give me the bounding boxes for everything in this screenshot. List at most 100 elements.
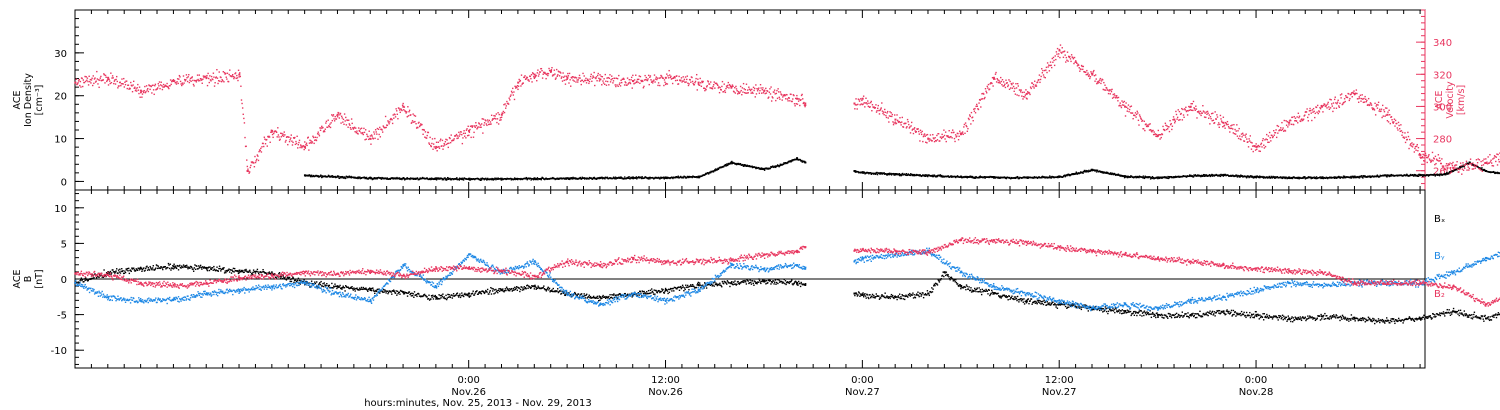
data-point xyxy=(572,79,574,81)
data-point xyxy=(1066,51,1069,53)
data-point xyxy=(1096,81,1099,83)
data-point xyxy=(623,178,625,180)
data-point xyxy=(1360,176,1362,178)
data-point xyxy=(479,179,482,182)
data-point xyxy=(428,142,430,144)
data-point xyxy=(1172,118,1174,121)
data-point xyxy=(1311,109,1314,111)
data-point xyxy=(905,127,908,129)
data-point xyxy=(941,174,943,177)
data-point xyxy=(525,178,527,180)
data-point xyxy=(447,146,449,149)
data-point xyxy=(666,83,669,85)
data-point xyxy=(1493,171,1495,173)
data-point xyxy=(483,177,485,180)
data-point xyxy=(379,126,381,129)
data-point xyxy=(475,122,477,124)
data-point xyxy=(974,176,976,179)
data-point xyxy=(1017,83,1019,85)
data-point xyxy=(1203,175,1206,178)
data-point xyxy=(445,179,447,181)
data-point xyxy=(573,80,575,82)
data-point xyxy=(328,175,331,177)
data-point xyxy=(1033,176,1036,178)
data-point xyxy=(994,73,997,75)
data-point xyxy=(681,81,683,83)
data-point xyxy=(316,174,318,177)
data-point xyxy=(1071,173,1074,176)
data-point xyxy=(996,78,998,80)
data-point xyxy=(117,87,119,89)
data-point xyxy=(614,84,616,86)
data-point xyxy=(1205,111,1208,113)
data-point xyxy=(583,177,585,179)
data-point xyxy=(299,146,301,149)
data-point xyxy=(203,76,205,79)
data-point xyxy=(157,87,159,89)
data-point xyxy=(1263,176,1266,178)
data-point xyxy=(726,86,728,88)
data-point xyxy=(1038,74,1041,76)
data-point xyxy=(649,178,651,180)
data-point xyxy=(445,143,448,146)
data-point xyxy=(507,102,509,105)
data-point xyxy=(422,133,424,136)
data-point xyxy=(1166,128,1169,130)
data-point xyxy=(526,177,528,180)
data-point xyxy=(1120,105,1122,107)
data-point xyxy=(1494,172,1496,175)
data-point xyxy=(1119,102,1121,104)
data-point xyxy=(1032,85,1034,88)
data-point xyxy=(783,95,785,97)
data-point xyxy=(1413,143,1415,145)
data-point xyxy=(439,177,441,179)
data-point xyxy=(1064,175,1066,178)
data-point xyxy=(424,131,427,133)
data-point xyxy=(638,75,640,77)
data-point xyxy=(571,77,573,79)
data-point xyxy=(387,121,390,123)
data-point xyxy=(350,128,352,130)
data-point xyxy=(322,126,324,129)
data-point xyxy=(1203,111,1205,113)
data-point xyxy=(413,114,416,117)
data-point xyxy=(1127,107,1129,110)
data-point xyxy=(759,167,762,170)
data-point xyxy=(250,164,252,167)
data-point xyxy=(1161,133,1164,136)
data-point xyxy=(720,167,722,169)
data-point xyxy=(297,143,300,146)
data-point xyxy=(1444,167,1446,170)
data-point xyxy=(794,105,796,107)
data-point xyxy=(1368,175,1370,177)
data-point xyxy=(107,78,109,81)
data-point xyxy=(1024,94,1027,96)
data-point xyxy=(1138,114,1141,116)
data-point xyxy=(232,73,234,76)
data-point xyxy=(1359,97,1361,100)
data-point xyxy=(899,173,902,176)
data-point xyxy=(402,177,405,180)
data-point xyxy=(1377,101,1380,104)
data-point xyxy=(1188,174,1191,176)
data-point xyxy=(593,177,595,179)
data-point xyxy=(1417,174,1419,176)
data-point xyxy=(338,177,341,180)
data-point xyxy=(1151,177,1153,180)
data-point xyxy=(1233,123,1235,126)
data-point xyxy=(1311,119,1313,122)
data-point xyxy=(509,95,512,98)
data-point xyxy=(1165,176,1167,178)
data-point xyxy=(912,174,914,177)
data-point xyxy=(879,109,881,112)
data-point xyxy=(1319,176,1322,178)
data-point xyxy=(596,178,598,180)
data-point xyxy=(1489,153,1491,156)
data-point xyxy=(1332,102,1335,104)
data-point xyxy=(1376,176,1378,178)
data-point xyxy=(394,113,396,116)
data-point xyxy=(1418,154,1420,156)
data-point xyxy=(707,172,709,174)
data-point xyxy=(163,86,165,88)
data-point xyxy=(869,106,871,108)
